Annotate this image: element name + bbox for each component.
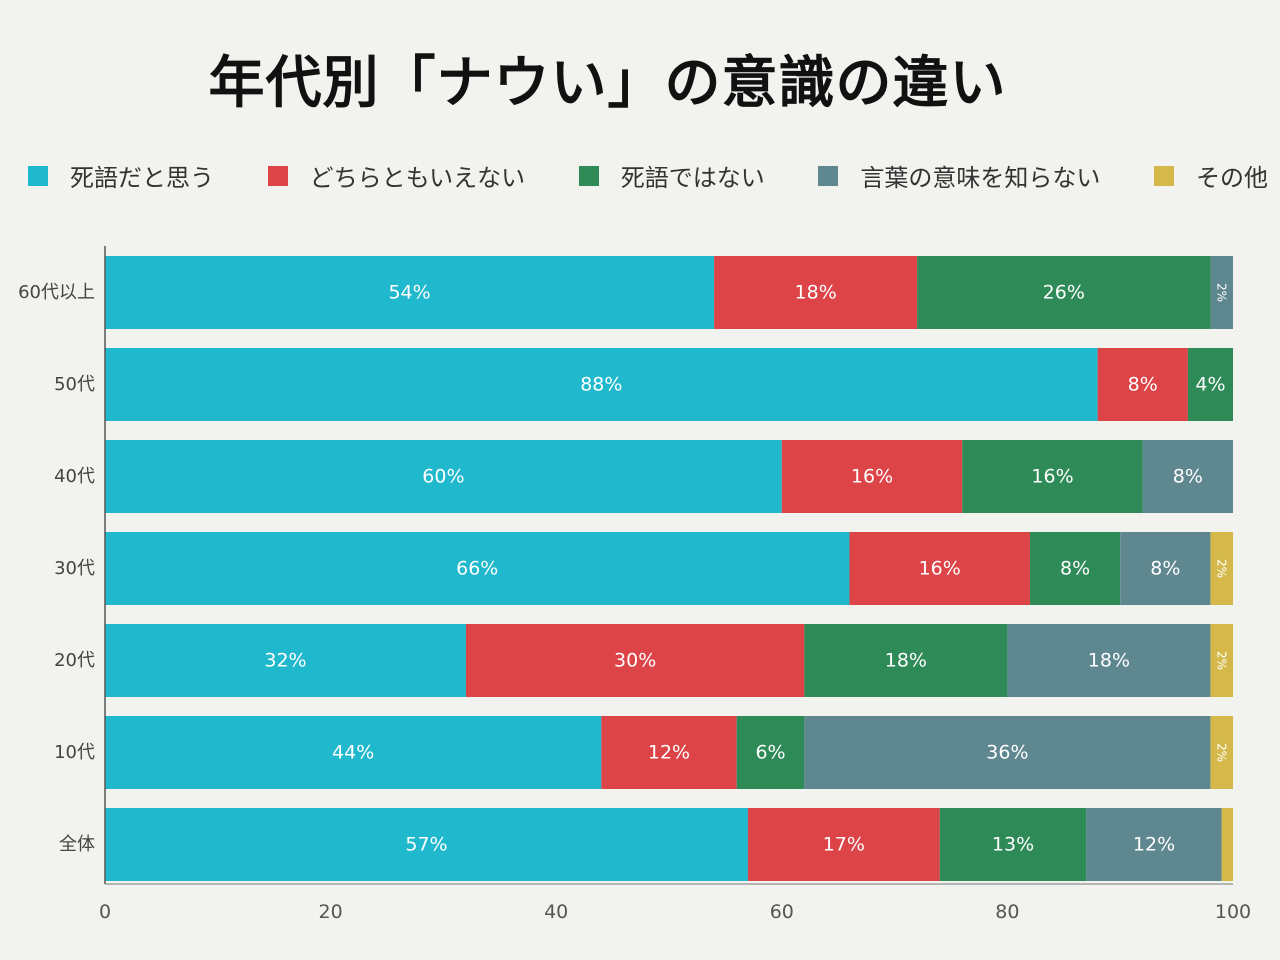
- data-label: 54%: [388, 282, 430, 304]
- bar-segment: [804, 716, 1211, 789]
- bar-segment: [105, 256, 715, 329]
- legend-swatch: [28, 165, 48, 186]
- data-label: 26%: [1043, 282, 1085, 304]
- data-label: 13%: [992, 834, 1034, 856]
- data-label: 12%: [648, 742, 690, 764]
- x-tick-label: 20: [319, 901, 343, 923]
- data-label: 32%: [264, 650, 306, 672]
- bar-segment: [601, 716, 737, 789]
- data-label: 16%: [1031, 466, 1073, 488]
- category-label: 60代以上: [18, 282, 95, 303]
- bar-segment: [962, 440, 1143, 513]
- data-label: 8%: [1128, 374, 1158, 396]
- bar-segment: [1187, 348, 1233, 421]
- bar-segment: [714, 256, 918, 329]
- bar-segment: [939, 808, 1087, 881]
- data-label: 8%: [1173, 466, 1203, 488]
- bar-segment: [105, 348, 1098, 421]
- data-label: 30%: [614, 650, 656, 672]
- data-label: 4%: [1195, 374, 1225, 396]
- bar-segment: [105, 532, 850, 605]
- bar-segment: [736, 716, 805, 789]
- legend-swatch: [818, 165, 839, 186]
- legend-swatch: [1153, 165, 1174, 186]
- data-label: 8%: [1150, 558, 1180, 580]
- data-label: 88%: [580, 374, 622, 396]
- bar-segment: [1210, 256, 1233, 329]
- bar-segment: [1029, 532, 1121, 605]
- x-tick-label: 100: [1215, 901, 1251, 923]
- data-label: 60%: [422, 466, 464, 488]
- data-label: 8%: [1060, 558, 1090, 580]
- data-label: 2%: [1215, 559, 1229, 578]
- legend-swatch: [267, 165, 288, 186]
- data-label: 18%: [885, 650, 927, 672]
- legend-label: 死語だと思う: [70, 164, 214, 192]
- data-label: 16%: [851, 466, 893, 488]
- bar-segment: [917, 256, 1211, 329]
- category-label: 全体: [59, 834, 95, 855]
- bar-segment: [1142, 440, 1233, 513]
- data-label: 17%: [823, 834, 865, 856]
- legend-label: その他: [1195, 164, 1268, 192]
- legend-item: 死語だと思う: [28, 158, 214, 193]
- bar-segment: [1120, 532, 1211, 605]
- chart-title: 年代別「ナウい」の意識の違い: [208, 51, 1007, 116]
- bar-segment: [1007, 624, 1211, 697]
- bar-segment: [1210, 532, 1233, 605]
- bar-segment: [1086, 808, 1222, 881]
- data-label: 12%: [1133, 834, 1175, 856]
- legend-label: 言葉の意味を知らない: [860, 164, 1101, 192]
- data-label: 18%: [1088, 650, 1130, 672]
- legend-swatch: [578, 165, 599, 186]
- bar-segment: [747, 808, 940, 881]
- data-label: 2%: [1215, 283, 1229, 302]
- bar-segment: [105, 624, 466, 697]
- data-label: 36%: [986, 742, 1028, 764]
- bar-segment: [105, 716, 602, 789]
- bar-segment: [1221, 808, 1233, 881]
- x-tick-label: 40: [544, 901, 568, 923]
- legend-item: その他: [1153, 158, 1268, 193]
- bar-segment: [465, 624, 805, 697]
- legend-label: 死語ではない: [620, 164, 765, 192]
- category-label: 30代: [54, 558, 95, 579]
- legend: 死語だと思う どちらともいえない 死語ではない 言葉の意味を知らない その他: [28, 158, 1268, 193]
- legend-label: どちらともいえない: [309, 164, 526, 192]
- legend-item: どちらともいえない: [267, 158, 526, 193]
- category-label: 40代: [54, 466, 95, 487]
- legend-item: 言葉の意味を知らない: [818, 158, 1100, 193]
- bar-segment: [781, 440, 963, 513]
- x-tick-label: 80: [995, 901, 1019, 923]
- data-label: 18%: [795, 282, 837, 304]
- category-label: 10代: [54, 742, 95, 763]
- data-label: 6%: [755, 742, 785, 764]
- x-tick-label: 0: [99, 901, 111, 923]
- legend-item: 死語ではない: [578, 158, 765, 193]
- bar-segment: [105, 808, 748, 881]
- bar-segment: [804, 624, 1008, 697]
- x-tick-label: 60: [770, 901, 794, 923]
- data-label: 2%: [1215, 743, 1229, 762]
- data-label: 2%: [1215, 651, 1229, 670]
- data-label: 16%: [919, 558, 961, 580]
- data-label: 57%: [405, 834, 447, 856]
- data-label: 66%: [456, 558, 498, 580]
- data-label: 44%: [332, 742, 374, 764]
- bar-segment: [105, 440, 782, 513]
- category-label: 20代: [54, 650, 95, 671]
- bar-segment: [1210, 716, 1233, 789]
- bar-segment: [1210, 624, 1233, 697]
- bar-segment: [1097, 348, 1188, 421]
- bar-segment: [849, 532, 1030, 605]
- category-label: 50代: [54, 374, 95, 395]
